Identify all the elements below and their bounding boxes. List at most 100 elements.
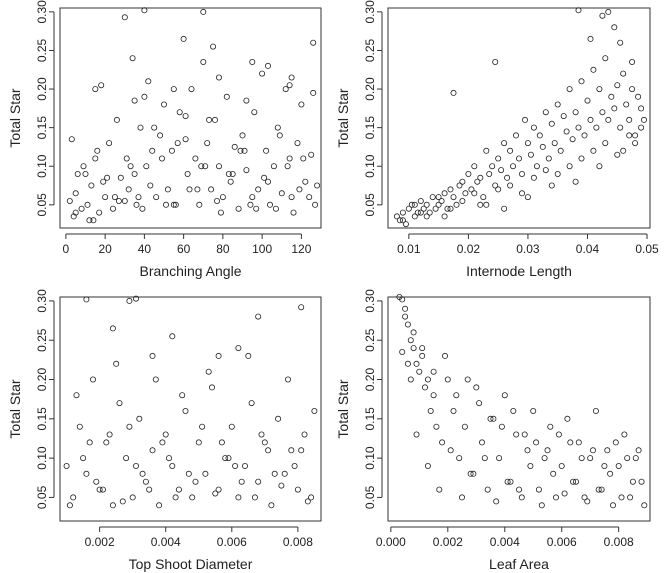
x-tick-label: 0.006: [547, 535, 577, 549]
data-point: [404, 360, 411, 367]
data-point: [557, 147, 564, 154]
data-point: [490, 415, 497, 422]
x-tick-label: 120: [291, 242, 311, 256]
data-point: [109, 325, 116, 332]
data-point: [504, 478, 511, 485]
data-point: [483, 147, 490, 154]
data-point: [129, 494, 136, 501]
data-point: [538, 502, 545, 509]
data-point: [402, 313, 409, 320]
data-point: [296, 186, 303, 193]
data-point: [235, 345, 242, 352]
data-point: [261, 439, 268, 446]
data-point: [544, 447, 551, 454]
data-point: [266, 201, 273, 208]
data-point: [519, 170, 526, 177]
data-point: [516, 155, 523, 162]
data-point: [473, 384, 480, 391]
data-point: [288, 74, 295, 81]
data-point: [278, 482, 285, 489]
data-point: [66, 197, 73, 204]
data-point: [153, 194, 160, 201]
data-point: [492, 59, 499, 66]
data-point: [192, 155, 199, 162]
data-point: [447, 186, 454, 193]
data-point: [399, 296, 406, 303]
data-point: [225, 170, 232, 177]
data-point: [74, 170, 81, 177]
data-point: [635, 93, 642, 100]
data-point: [501, 392, 508, 399]
data-point: [530, 174, 537, 181]
x-tick-label: 0.01: [397, 242, 421, 256]
data-point: [504, 174, 511, 181]
data-point: [578, 155, 585, 162]
data-point: [535, 486, 542, 493]
data-point: [496, 455, 503, 462]
data-point: [599, 109, 606, 116]
data-point: [159, 439, 166, 446]
data-point: [210, 43, 217, 50]
data-point: [111, 194, 118, 201]
data-point: [149, 447, 156, 454]
data-point: [288, 447, 295, 454]
data-point: [169, 462, 176, 469]
x-tick-label: 100: [252, 242, 272, 256]
data-point: [200, 8, 207, 15]
data-point: [627, 494, 634, 501]
x-axis-label: Leaf Area: [489, 556, 549, 572]
data-point: [206, 116, 213, 123]
data-point: [641, 502, 648, 509]
data-point: [272, 205, 279, 212]
data-point: [261, 174, 268, 181]
data-point: [541, 455, 548, 462]
data-point: [587, 455, 594, 462]
data-point: [480, 194, 487, 201]
data-point: [524, 140, 531, 147]
data-point: [228, 423, 235, 430]
data-point: [484, 486, 491, 493]
data-point: [208, 186, 215, 193]
data-point: [245, 352, 252, 359]
data-point: [274, 124, 281, 131]
y-tick-label: 0.20: [35, 77, 49, 101]
data-point: [294, 140, 301, 147]
data-point: [73, 392, 80, 399]
data-point: [513, 431, 520, 438]
data-point: [459, 197, 466, 204]
data-point: [495, 186, 502, 193]
data-point: [550, 470, 557, 477]
data-point: [596, 163, 603, 170]
data-point: [430, 392, 437, 399]
data-point: [429, 194, 436, 201]
data-point: [158, 155, 165, 162]
data-point: [263, 147, 270, 154]
data-point: [456, 182, 463, 189]
data-point: [104, 174, 111, 181]
data-point: [126, 423, 133, 430]
data-point: [632, 455, 639, 462]
data-point: [137, 124, 144, 131]
scatter-panel-4: 0.05 0.10 0.15 0.20 0.25 0.30 0.000 0.002 0.004 0…: [335, 289, 651, 572]
data-point: [590, 447, 597, 454]
data-point: [211, 116, 218, 123]
data-point: [558, 462, 565, 469]
data-point: [301, 431, 308, 438]
data-point: [547, 423, 554, 430]
data-point: [524, 194, 531, 201]
data-point: [471, 190, 478, 197]
data-point: [477, 174, 484, 181]
data-point: [465, 170, 472, 177]
data-point: [430, 368, 437, 375]
data-point: [310, 39, 317, 46]
data-point: [298, 447, 305, 454]
data-point: [92, 86, 99, 93]
data-point: [231, 143, 238, 150]
x-tick-label: 0.006: [217, 535, 247, 549]
x-tick-label: 0.002: [85, 535, 115, 549]
data-point: [554, 101, 561, 108]
x-tick-label: 0.05: [635, 242, 659, 256]
data-point: [232, 462, 239, 469]
x-axis-label: Internode Length: [466, 263, 572, 279]
